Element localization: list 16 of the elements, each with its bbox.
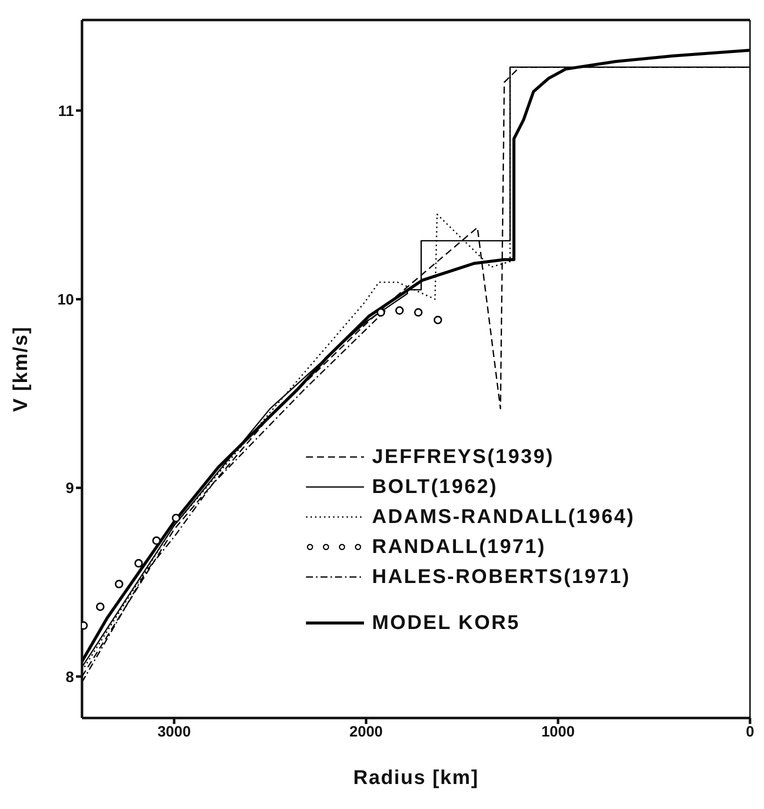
y-tick-label: 10 bbox=[57, 292, 74, 309]
y-tick-label: 9 bbox=[66, 480, 74, 498]
legend-label: RANDALL(1971) bbox=[372, 536, 546, 558]
y-tick-label: 8 bbox=[66, 668, 74, 686]
x-tick-label: 1000 bbox=[541, 724, 575, 741]
x-tick-label: 0 bbox=[746, 724, 754, 741]
x-axis-title: Radius [km] bbox=[353, 767, 479, 789]
legend-label: BOLT(1962) bbox=[372, 476, 498, 498]
legend-label: MODEL KOR5 bbox=[372, 612, 520, 634]
y-axis-title: V [km/s] bbox=[10, 326, 32, 412]
legend-label: HALES-ROBERTS(1971) bbox=[372, 566, 631, 588]
x-tick-label: 2000 bbox=[349, 724, 383, 741]
legend-label: ADAMS-RANDALL(1964) bbox=[372, 506, 635, 528]
x-tick-label: 3000 bbox=[157, 724, 191, 741]
y-tick-label: 11 bbox=[58, 102, 74, 120]
legend-label: JEFFREYS(1939) bbox=[372, 446, 554, 468]
